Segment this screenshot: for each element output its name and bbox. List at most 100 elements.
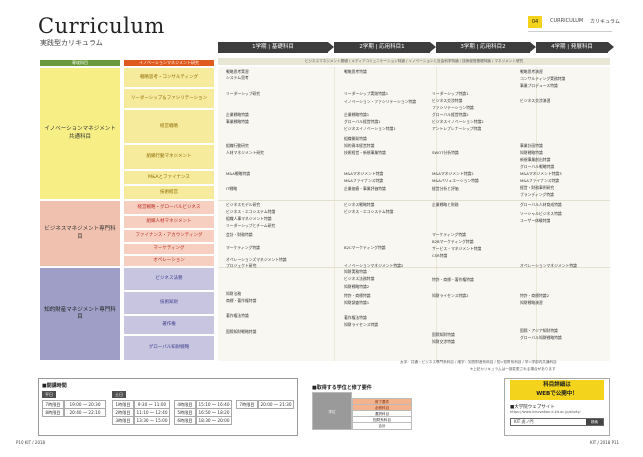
- page-badge: 04: [528, 16, 542, 28]
- course-item: 企業戦略と財務: [432, 202, 459, 207]
- course-item: ビジネス・エコシステム特論: [344, 209, 394, 214]
- course-item: グローバル人材育成特論: [520, 202, 562, 207]
- subcat-tech-ip: 技術知財: [124, 292, 214, 314]
- course-item: ビジネスイノベーション特論1: [344, 126, 396, 131]
- web-headline-1: 科目詳細は: [543, 382, 571, 388]
- course-item: 特許・商標特論: [344, 293, 371, 298]
- category-ip-mgmt: 知的財産マネジメント専門科目: [40, 268, 120, 360]
- course-item: マーケティング特論: [432, 232, 466, 237]
- course-item: イノベーションマネジメント特論2: [344, 263, 404, 268]
- course-item: 技術経営・新規事業特論: [344, 150, 386, 155]
- course-item: 戦略思考特論: [344, 69, 367, 74]
- course-item: システム思考: [226, 75, 249, 80]
- course-item: ビジネスイノベーション特論2: [432, 119, 484, 124]
- course-item: 知財戦略演習: [520, 300, 543, 305]
- course-item: オペレーションマネジメント特論: [520, 263, 577, 268]
- term-1-arrow: 1学期 | 基礎科目: [218, 42, 334, 53]
- course-item: グローバル経営特論2: [432, 112, 469, 117]
- course-item: リーダーシップ研究: [226, 91, 261, 96]
- subcat-tech-management: 技術経営: [124, 186, 214, 199]
- course-item: ビジネス交渉演習: [520, 98, 551, 103]
- course-item: M&Aファイナンス特論: [344, 178, 384, 183]
- period-time: 20:00 〜 21:30: [258, 400, 294, 409]
- modules-header: 学位: [312, 392, 352, 430]
- course-item: グローバル戦略特論: [520, 164, 555, 169]
- course-item: コンサルティング実務特論: [520, 76, 566, 81]
- course-item: 特許・商標・著作権特論: [432, 277, 474, 282]
- course-item: グローバル知財戦略特論: [520, 335, 562, 340]
- website-url[interactable]: https://www.innovation.k.kit.ac.jp/study…: [510, 410, 581, 414]
- course-item: 特許・商標特論2: [520, 293, 549, 298]
- period-time: 13:30 〜 15:00: [134, 416, 170, 425]
- course-item: 著作権法特論: [344, 315, 367, 320]
- web-callout: 科目詳細は WEBで公開中！: [510, 380, 604, 400]
- subcat-business-law: ビジネス法務: [124, 268, 214, 290]
- course-item: マーケティング特論: [226, 245, 260, 250]
- period-time: 20:40 〜 22:10: [64, 408, 106, 417]
- course-item: 会計・財務特論: [226, 232, 253, 237]
- course-item: SWOT分析特論: [432, 150, 459, 155]
- course-item: イノベーション・ファシリテーション特論: [344, 99, 416, 104]
- search-box[interactable]: KIT 虎ノ門: [510, 418, 604, 426]
- row-divider: [218, 267, 610, 268]
- course-item: ビジネスモデル研究: [226, 202, 261, 207]
- course-item: 国際・アジア知財特論: [520, 328, 558, 333]
- course-item: 事業計画特論: [520, 143, 543, 148]
- common-banner: ビジネスマネジメント基礎 / メディアコミュニケーション特論 / イノベーション…: [218, 58, 610, 65]
- course-item: グローバル経営特論1: [344, 119, 381, 124]
- course-item: M&Aファイナンス特論: [520, 178, 560, 183]
- course-item: 戦略思考演習: [520, 69, 543, 74]
- subcat-finance-accounting: ファイナンス・アカウンティング: [124, 230, 214, 242]
- schedule-panel: [38, 378, 298, 436]
- course-item: 商標・著作権特論: [226, 298, 257, 303]
- course-item: ビジネス交渉特論: [432, 98, 463, 103]
- course-item: 知財ライセンス特論2: [432, 293, 469, 298]
- subcat-ma-finance: M&Aとファイナンス: [124, 171, 214, 184]
- course-item: 組織人事マネジメント特論: [226, 216, 272, 221]
- schedule-title: ■開講時間: [42, 383, 67, 389]
- course-item: 知的資本経営特論: [344, 143, 375, 148]
- course-item: B2Cマーケティング特論: [344, 245, 386, 250]
- period-label: 6時限目: [174, 416, 196, 425]
- course-item: 事業プロデュース特論: [520, 83, 558, 88]
- term-2-arrow: 2学期 | 応用科目1: [334, 42, 436, 53]
- course-item: 経営分析と評価: [432, 186, 459, 191]
- course-item: 知財交渉特論: [432, 339, 455, 344]
- subcat-leadership: リーダーシップ＆ファシリテーション: [124, 89, 214, 108]
- course-item: サービス・マネジメント特論: [432, 246, 482, 251]
- course-item: 著作権法特論: [226, 313, 249, 318]
- section-label: CURRICULUM: [550, 18, 584, 24]
- subcat-marketing: マーケティング: [124, 244, 214, 254]
- subcat-operations: オペレーション: [124, 256, 214, 266]
- disclaimer-note: ※上記カリキュラムは一部変更される場合があります: [470, 367, 556, 371]
- modules-row: 合計: [352, 422, 412, 430]
- term-3-arrow: 3学期 | 応用科目2: [436, 42, 536, 53]
- course-item: 事業戦略特論: [226, 119, 249, 124]
- column-header-major: 専攻科目: [40, 60, 120, 66]
- course-item: 国際知財戦略特論: [226, 329, 257, 334]
- course-item: 知財戦略特論2: [344, 284, 370, 289]
- category-label: ビジネスマネジメント専門科目: [44, 226, 116, 240]
- course-item: 知財調査特論1: [344, 300, 370, 305]
- course-item: M&Aマネジメント特論2: [432, 171, 474, 176]
- course-item: ビジネス法務特論: [344, 276, 375, 281]
- subcat-management-strategy: 経営戦略: [124, 110, 214, 143]
- web-headline-2: WEBで公開中！: [536, 391, 578, 397]
- page-title: Curriculum: [38, 14, 165, 38]
- period-label: 8時限目: [42, 408, 64, 417]
- course-item: M&Aマネジメント特論: [344, 171, 384, 176]
- course-item: 国際知財特論: [432, 332, 455, 337]
- column-divider: [536, 67, 537, 361]
- course-item: M&Aマネジメント特論3: [520, 171, 562, 176]
- subcat-global-business: 経営戦略・グローバルビジネス: [124, 201, 214, 214]
- course-item: 企業戦略特論1: [344, 112, 370, 117]
- category-business-mgmt: ビジネスマネジメント専門科目: [40, 201, 120, 266]
- term-4-arrow: 4学期 | 発展科目: [536, 42, 614, 53]
- course-item: 新規事業創出特論: [520, 157, 551, 162]
- course-item: リーダーシップとチーム研究: [226, 223, 276, 228]
- course-item: M&Aバリュエーション特論: [432, 178, 479, 183]
- course-item: アントレプレナーシップ特論: [432, 126, 482, 131]
- subcat-strategy-consulting: 戦略思考・コンサルティング: [124, 68, 214, 87]
- website-link-label: ■大学院ウェブサイト: [510, 405, 555, 410]
- search-button[interactable]: 検索: [586, 419, 603, 425]
